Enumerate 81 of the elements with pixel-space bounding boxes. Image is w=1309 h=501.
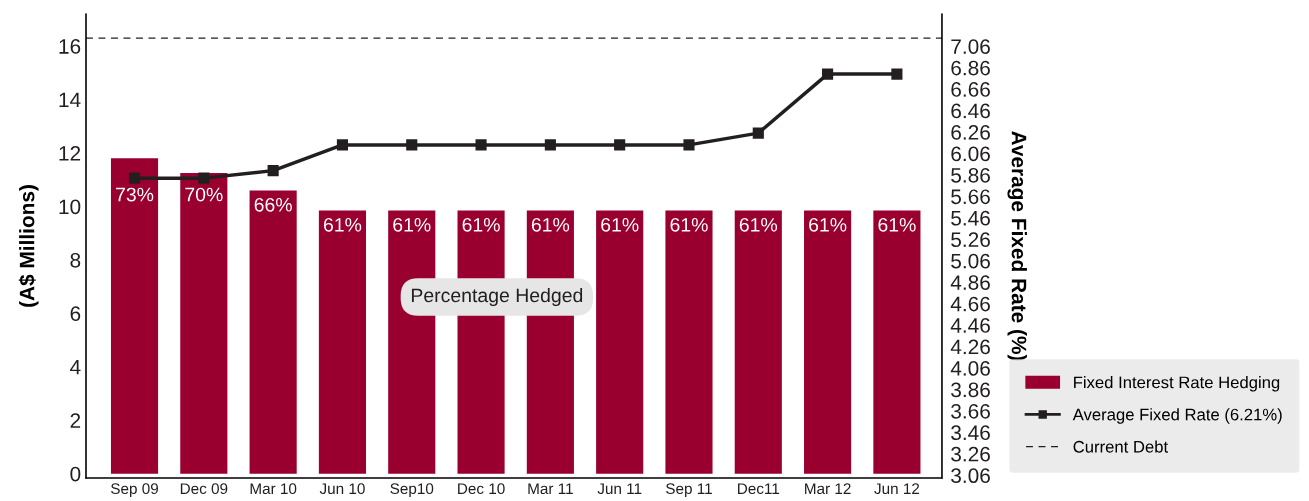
annotation: 61% bbox=[323, 217, 362, 232]
x-tick-label: Sep 09 bbox=[111, 483, 159, 498]
bar bbox=[110, 158, 159, 474]
y2-tick-label: 6.66 bbox=[951, 82, 990, 97]
y-tick-label: 8 bbox=[70, 252, 81, 268]
y2-tick-label: 4.26 bbox=[950, 339, 990, 355]
y2-axis-title: Average Fixed Rate (%) bbox=[1007, 131, 1027, 361]
point bbox=[336, 139, 348, 151]
point bbox=[267, 165, 279, 177]
y2-tick-label: 7.06 bbox=[951, 39, 990, 54]
point bbox=[614, 139, 626, 151]
y2-tick-label: 3.46 bbox=[951, 425, 990, 441]
x-tick-label: Mar 10 bbox=[250, 483, 297, 495]
x-tick-label: Dec 10 bbox=[458, 483, 505, 495]
y-tick-label: 6 bbox=[70, 306, 81, 322]
y-tick-label: 14 bbox=[59, 92, 81, 108]
legend-label: Average Fixed Rate (6.21%) bbox=[1072, 408, 1282, 424]
point bbox=[406, 139, 418, 151]
x-tick-label: Mar 12 bbox=[805, 483, 851, 495]
y2-tick-label: 6.86 bbox=[951, 60, 990, 76]
y-axis-title: (A$ Millions) bbox=[18, 185, 39, 307]
x-tick-label: Sep 11 bbox=[666, 483, 712, 498]
y-tick-label: 2 bbox=[70, 413, 81, 428]
point bbox=[683, 139, 695, 151]
annotation: 61% bbox=[601, 217, 639, 232]
y2-tick-label: 4.06 bbox=[950, 361, 990, 376]
x-tick-label: Mar 11 bbox=[528, 483, 573, 495]
y2-tick-label: 4.86 bbox=[950, 275, 990, 290]
bar bbox=[804, 210, 852, 474]
legend-label: Current Debt bbox=[1073, 440, 1168, 453]
y2-tick-label: 5.06 bbox=[951, 253, 990, 269]
bar bbox=[596, 210, 644, 474]
y2-tick-label: 6.46 bbox=[951, 103, 990, 119]
y2-tick-label: 5.46 bbox=[951, 210, 990, 226]
x-tick-label: Sep10 bbox=[390, 483, 434, 498]
annotation: 61% bbox=[809, 217, 847, 232]
y2-tick-label: 5.86 bbox=[951, 167, 990, 183]
annotation: Percentage Hedged bbox=[411, 287, 583, 307]
annotation: 61% bbox=[531, 217, 570, 232]
x-tick-label: Jun 10 bbox=[319, 483, 365, 495]
annotation: 66% bbox=[254, 197, 292, 212]
annotation: 61% bbox=[462, 217, 500, 232]
point bbox=[752, 127, 764, 139]
annotation: 61% bbox=[739, 217, 778, 232]
x-tick-label: Jun 12 bbox=[874, 483, 920, 495]
bar bbox=[734, 210, 782, 474]
point bbox=[822, 68, 834, 80]
x-tick-label: Dec11 bbox=[738, 483, 780, 495]
y2-tick-label: 6.26 bbox=[951, 125, 990, 140]
point bbox=[198, 172, 210, 184]
y2-tick-label: 3.86 bbox=[951, 382, 990, 398]
bar bbox=[873, 210, 921, 474]
y2-tick-label: 5.26 bbox=[951, 232, 990, 248]
point bbox=[891, 68, 903, 80]
y-tick-label: 16 bbox=[59, 39, 81, 54]
point bbox=[475, 139, 487, 151]
annotation: 73% bbox=[116, 187, 154, 202]
y2-tick-label: 3.66 bbox=[951, 403, 990, 419]
y2-tick-label: 3.06 bbox=[951, 468, 990, 484]
y-tick-label: 0 bbox=[70, 466, 81, 482]
annotation: 61% bbox=[393, 217, 431, 232]
y2-tick-label: 3.26 bbox=[951, 446, 990, 462]
x-tick-label: Jun 11 bbox=[597, 483, 642, 495]
bar bbox=[665, 210, 713, 474]
bar bbox=[318, 210, 367, 474]
y2-tick-label: 4.46 bbox=[950, 318, 990, 333]
annotation: 70% bbox=[185, 187, 223, 202]
annotation: 61% bbox=[670, 217, 708, 232]
y2-tick-label: 5.66 bbox=[951, 189, 990, 205]
annotation: 61% bbox=[878, 217, 916, 232]
y-tick-label: 4 bbox=[70, 360, 81, 375]
point bbox=[544, 139, 556, 151]
x-tick-label: Dec 09 bbox=[180, 483, 228, 495]
y2-tick-label: 4.66 bbox=[950, 296, 990, 312]
bar bbox=[180, 173, 228, 474]
y2-tick-label: 6.06 bbox=[951, 146, 990, 162]
legend-label: Fixed Interest Rate Hedging bbox=[1074, 376, 1280, 392]
y-tick-label: 10 bbox=[59, 199, 81, 215]
y-tick-label: 12 bbox=[59, 145, 81, 161]
point bbox=[128, 172, 141, 184]
bar bbox=[249, 190, 297, 474]
